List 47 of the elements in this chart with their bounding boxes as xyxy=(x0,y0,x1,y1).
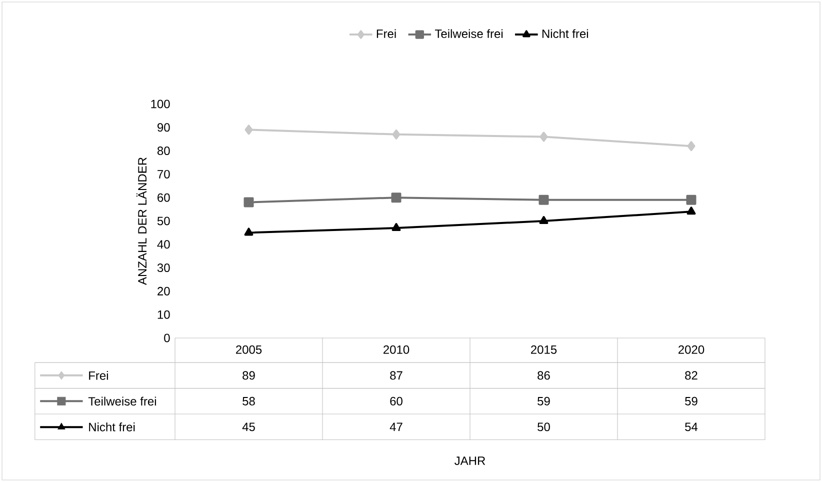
legend-label: Teilweise frei xyxy=(434,29,503,38)
y-tick-label: 100 xyxy=(151,100,170,108)
data-label: 50 xyxy=(538,422,550,432)
x-tick-label: 2015 xyxy=(531,345,557,354)
y-tick-label: 90 xyxy=(158,123,170,132)
y-tick-label: 60 xyxy=(158,193,170,202)
data-label: 86 xyxy=(538,371,550,380)
y-tick-label: 10 xyxy=(158,310,170,319)
data-label: 89 xyxy=(242,371,255,380)
data-label: 45 xyxy=(242,422,255,432)
data-label: 59 xyxy=(685,396,698,406)
y-tick-label: 40 xyxy=(157,240,170,249)
text: Nicht frei xyxy=(89,422,135,432)
data-label: 82 xyxy=(685,371,698,380)
x-tick-label: 2010 xyxy=(384,345,410,354)
data-label: 59 xyxy=(538,396,550,406)
data-label: 60 xyxy=(390,396,402,406)
text: Frei xyxy=(89,371,108,380)
point xyxy=(392,129,400,140)
point xyxy=(244,197,254,208)
point xyxy=(391,192,402,203)
point xyxy=(244,124,253,135)
y-tick-label: 30 xyxy=(157,264,170,272)
point xyxy=(538,194,549,205)
y-axis-title: ANZAHL DER LÄNDER xyxy=(136,158,146,285)
point xyxy=(392,223,401,232)
data-label: 58 xyxy=(242,396,255,406)
point xyxy=(540,132,548,142)
legend-label: Frei xyxy=(376,29,396,38)
data-label: 47 xyxy=(390,422,402,432)
x-tick-label: 2020 xyxy=(678,345,704,354)
y-tick-label: 20 xyxy=(158,286,170,296)
y-tick-label: 80 xyxy=(157,146,170,156)
data-label: 87 xyxy=(390,371,402,380)
y-tick-label: 50 xyxy=(157,216,170,226)
point xyxy=(687,141,696,152)
y-tick-label: 70 xyxy=(158,170,170,178)
point xyxy=(686,194,696,205)
text: Teilweise frei xyxy=(88,396,156,406)
data-label: 54 xyxy=(685,422,698,432)
point xyxy=(539,216,548,224)
point xyxy=(244,228,254,236)
text: JAHR xyxy=(454,456,486,466)
y-tick-label: 0 xyxy=(164,334,170,342)
point xyxy=(686,206,696,215)
x-tick-label: 2005 xyxy=(236,345,262,354)
legend-label: Nicht frei xyxy=(542,29,588,38)
